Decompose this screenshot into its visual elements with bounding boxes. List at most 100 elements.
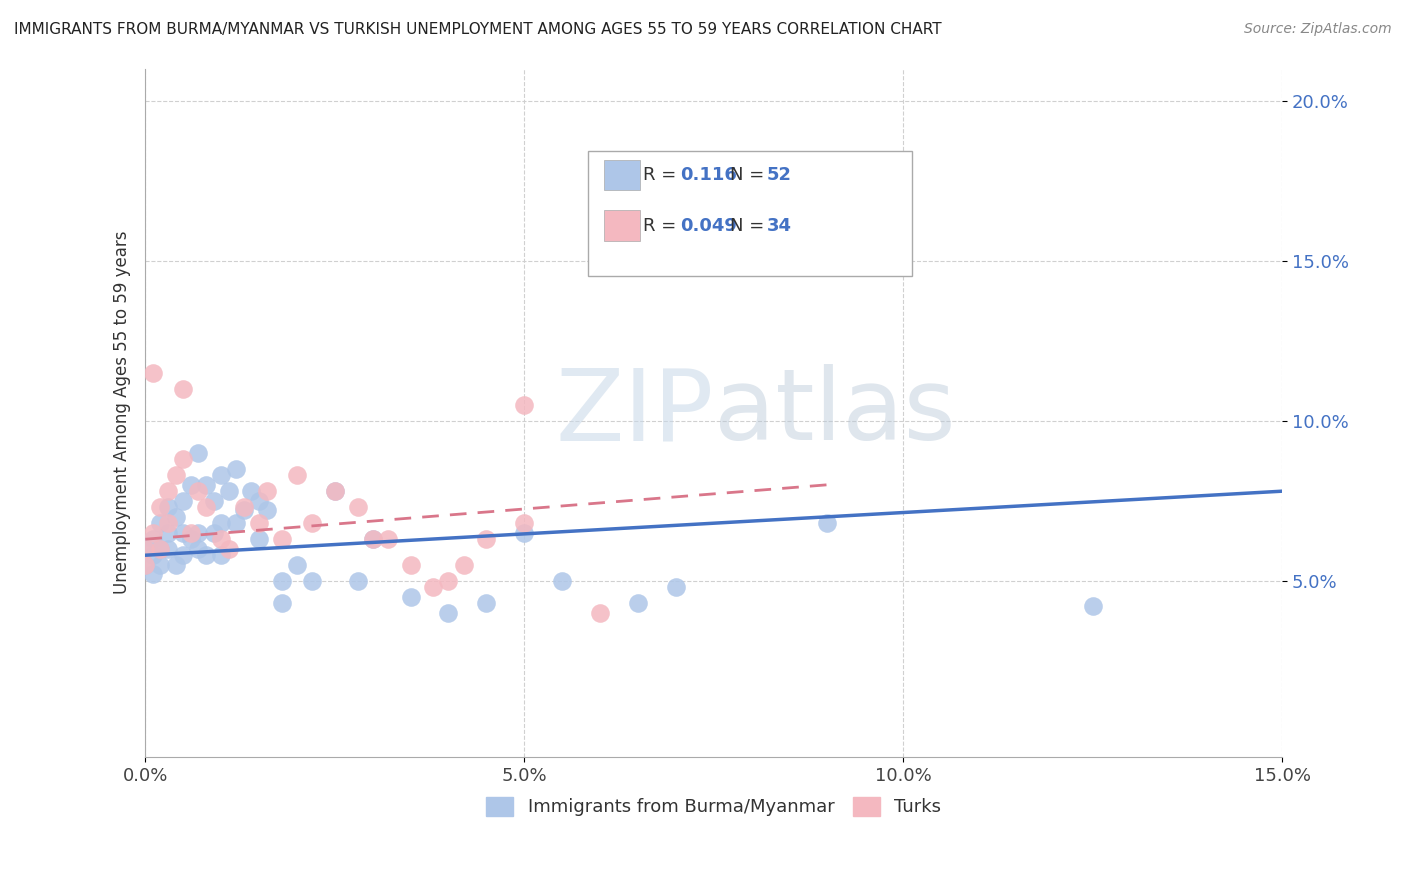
Point (187, 541, 209, 556)
Point (218, 484, 240, 499)
Point (475, 533, 498, 547)
Text: ZIP: ZIP (555, 364, 714, 461)
Point (209, 468, 232, 483)
Text: R =: R = (643, 217, 682, 235)
Point (180, 533, 202, 547)
Text: IMMIGRANTS FROM BURMA/MYANMAR VS TURKISH UNEMPLOYMENT AMONG AGES 55 TO 59 YEARS : IMMIGRANTS FROM BURMA/MYANMAR VS TURKISH… (14, 22, 942, 37)
Point (399, 590, 422, 604)
Point (149, 500, 172, 515)
Point (240, 484, 263, 499)
Point (399, 558, 422, 572)
Point (256, 503, 278, 517)
Point (301, 574, 323, 588)
Point (361, 533, 384, 547)
Point (301, 516, 323, 531)
Point (270, 533, 292, 547)
Point (256, 484, 278, 499)
Point (142, 525, 165, 540)
Point (194, 500, 217, 515)
Point (513, 516, 536, 531)
Point (270, 574, 292, 588)
Point (194, 477, 217, 491)
Point (134, 558, 156, 572)
Point (149, 541, 172, 556)
Point (149, 558, 172, 572)
Text: N =: N = (730, 217, 770, 235)
Point (589, 606, 612, 620)
Text: R =: R = (643, 166, 682, 184)
Point (142, 533, 165, 547)
Text: 34: 34 (766, 217, 792, 235)
Point (1081, 599, 1104, 614)
Point (165, 468, 187, 483)
Point (134, 558, 156, 572)
Y-axis label: Unemployment Among Ages 55 to 59 years: Unemployment Among Ages 55 to 59 years (114, 231, 131, 594)
Point (157, 516, 180, 531)
Point (165, 558, 187, 572)
Point (247, 516, 270, 531)
Point (157, 500, 180, 515)
Text: 52: 52 (766, 166, 792, 184)
Point (225, 462, 247, 476)
Point (209, 533, 232, 547)
Point (134, 541, 156, 556)
Point (180, 525, 202, 540)
Point (437, 606, 460, 620)
Text: atlas: atlas (714, 364, 955, 461)
Point (149, 541, 172, 556)
Point (172, 382, 194, 396)
Point (172, 548, 194, 562)
Point (377, 533, 399, 547)
Point (815, 516, 838, 531)
Point (285, 468, 308, 483)
Legend: Immigrants from Burma/Myanmar, Turks: Immigrants from Burma/Myanmar, Turks (479, 789, 949, 823)
Text: Source: ZipAtlas.com: Source: ZipAtlas.com (1244, 22, 1392, 37)
Point (209, 548, 232, 562)
Point (134, 541, 156, 556)
Point (361, 533, 384, 547)
Point (323, 484, 346, 499)
Point (422, 580, 444, 594)
Point (165, 509, 187, 524)
Point (202, 493, 225, 508)
Point (187, 484, 209, 499)
Point (475, 596, 498, 610)
Point (323, 484, 346, 499)
Point (270, 596, 292, 610)
Text: 0.049: 0.049 (679, 217, 737, 235)
Point (665, 580, 688, 594)
Point (194, 548, 217, 562)
Point (187, 446, 209, 460)
Point (247, 533, 270, 547)
Point (346, 500, 368, 515)
Point (157, 484, 180, 499)
Point (209, 516, 232, 531)
Point (142, 567, 165, 582)
Text: 0.116: 0.116 (679, 166, 737, 184)
Point (513, 525, 536, 540)
Point (247, 493, 270, 508)
Point (172, 452, 194, 467)
Point (453, 558, 475, 572)
Point (225, 516, 247, 531)
Point (232, 500, 254, 515)
Text: N =: N = (730, 166, 770, 184)
Point (513, 398, 536, 412)
Point (437, 574, 460, 588)
Point (551, 574, 574, 588)
Point (149, 516, 172, 531)
Point (627, 596, 650, 610)
Point (157, 525, 180, 540)
Point (172, 493, 194, 508)
Point (346, 574, 368, 588)
Point (232, 503, 254, 517)
Point (142, 366, 165, 380)
Point (285, 558, 308, 572)
Point (180, 477, 202, 491)
Point (142, 548, 165, 562)
Point (157, 541, 180, 556)
Point (202, 525, 225, 540)
Point (218, 541, 240, 556)
Point (172, 525, 194, 540)
Point (187, 525, 209, 540)
